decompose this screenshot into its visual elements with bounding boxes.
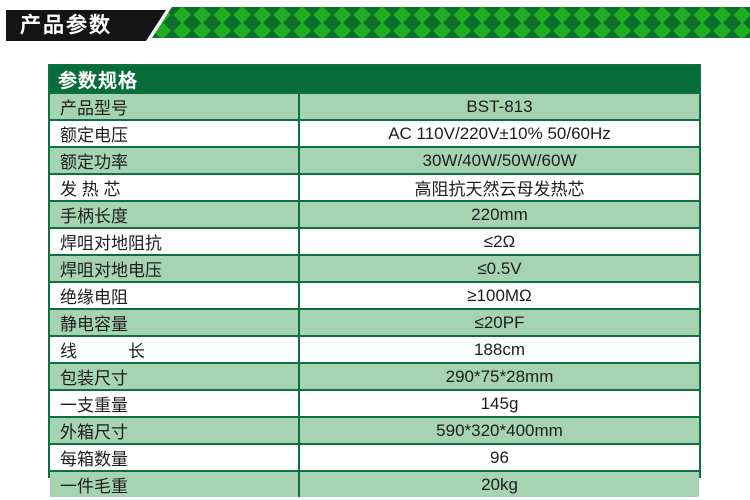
table-row: 额定功率 30W/40W/50W/60W [50,146,699,173]
param-value-cell: ≥100MΩ [467,285,532,305]
table-row: 包装尺寸 290*75*28mm [50,362,699,389]
param-label-cell: 焊咀对地阻抗 [50,229,300,254]
page-banner: 产品参数 [0,0,750,50]
param-label-cell: 额定功率 [50,148,300,173]
param-label-cell: 额定电压 [50,121,300,146]
param-value-cell: 188cm [473,339,526,359]
param-value-cell: BST-813 [466,96,533,116]
param-label-cell: 包装尺寸 [50,364,300,389]
param-value-cell: 290*75*28mm [445,366,554,386]
spec-table: 参数规格 产品型号 BST-813 额定电压 AC 110V/220V±10% 50/… [48,64,701,497]
table-row: 静电容量 ≤20PF [50,308,699,335]
param-label-cell: 每箱数量 [50,445,300,470]
param-value-cell: ≤2Ω [483,231,516,251]
param-label-cell: 外箱尺寸 [50,418,300,443]
param-label-cell: 手柄长度 [50,202,300,227]
param-value-cell: 590*320*400mm [436,420,563,440]
param-label-cell: 产品型号 [50,94,300,119]
page-title: 产品参数 [20,14,112,37]
param-label-cell: 一件毛重 [50,472,300,497]
param-label-cell: 发 热 芯 [50,175,300,200]
param-value-cell: ≤20PF [474,312,525,332]
param-label-cell: 静电容量 [50,310,300,335]
banner-title-plate: 产品参数 [6,10,166,41]
table-row: 线 长 188cm [50,335,699,362]
param-value-cell: AC 110V/220V±10% 50/60Hz [388,123,611,143]
green-cube-pattern-strip [152,7,750,38]
param-value-cell: ≤0.5V [477,258,522,278]
param-value-cell: 96 [490,447,509,467]
param-value-cell: 220mm [471,204,528,224]
param-value-cell: 30W/40W/50W/60W [422,150,577,170]
table-row: 每箱数量 96 [50,443,699,470]
table-row: 一支重量 145g [50,389,699,416]
spec-table-header: 参数规格 [50,66,699,92]
param-label-cell: 一支重量 [50,391,300,416]
table-row: 发 热 芯 高阻抗天然云母发热芯 [50,173,699,200]
param-label-cell: 绝缘电阻 [50,283,300,308]
table-row: 外箱尺寸 590*320*400mm [50,416,699,443]
spec-table-body: 产品型号 BST-813 额定电压 AC 110V/220V±10% 50/60Hz 额… [50,92,699,497]
param-value-cell: 高阻抗天然云母发热芯 [414,180,585,199]
table-row: 绝缘电阻 ≥100MΩ [50,281,699,308]
table-row: 额定电压 AC 110V/220V±10% 50/60Hz [50,119,699,146]
table-row: 一件毛重 20kg [50,470,699,497]
table-row: 产品型号 BST-813 [50,92,699,119]
param-value-cell: 20kg [481,474,518,494]
param-label-cell: 焊咀对地电压 [50,256,300,281]
table-row: 手柄长度 220mm [50,200,699,227]
table-row: 焊咀对地电压 ≤0.5V [50,254,699,281]
param-label-cell: 线 长 [50,337,300,362]
table-row: 焊咀对地阻抗 ≤2Ω [50,227,699,254]
param-value-cell: 145g [480,393,519,413]
